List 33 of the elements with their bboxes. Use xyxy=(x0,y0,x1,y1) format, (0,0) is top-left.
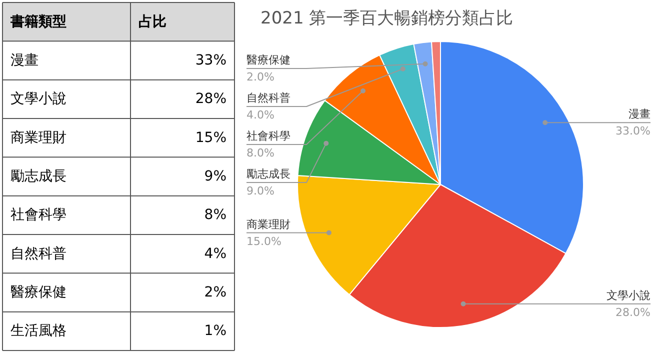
text: 文學小說 xyxy=(10,91,66,108)
text: 自然科普 xyxy=(10,244,66,262)
slice-label: 漫畫 xyxy=(628,108,650,121)
data-label: 33.0% xyxy=(616,124,651,138)
slice-label: 勵志成長 xyxy=(246,168,290,180)
text: 醫療保健 xyxy=(10,284,66,300)
text: 15% xyxy=(195,130,227,146)
text: 商業理財 xyxy=(10,130,66,146)
data-label: 4.0% xyxy=(246,108,274,122)
text: 勵志成長 xyxy=(10,168,66,184)
chart-title: 2021 第一季百大暢銷榜分類占比 xyxy=(260,8,514,28)
text: 漫畫 xyxy=(10,52,38,68)
text: 2% xyxy=(204,284,227,300)
data-label: 9.0% xyxy=(246,184,274,198)
slice-label: 商業理財 xyxy=(246,218,290,231)
slice-label: 文學小說 xyxy=(606,288,650,302)
text: 33% xyxy=(195,52,227,68)
text: 社會科學 xyxy=(10,207,66,224)
slice-label: 醫療保健 xyxy=(246,54,290,66)
text: 占比 xyxy=(138,14,166,30)
data-label: 28.0% xyxy=(616,306,651,319)
data-label: 8.0% xyxy=(246,146,274,160)
data-label: 2.0% xyxy=(246,70,274,84)
text: 1% xyxy=(204,323,227,340)
text: 28% xyxy=(195,91,227,108)
slice-label: 社會科學 xyxy=(246,130,290,142)
text: 生活風格 xyxy=(10,323,66,340)
text: 書籍類型 xyxy=(10,14,66,30)
data-label: 15.0% xyxy=(246,234,282,248)
slice-label: 自然科普 xyxy=(246,92,290,104)
text: 9% xyxy=(204,168,227,184)
text: 8% xyxy=(204,207,227,224)
text: 4% xyxy=(204,246,227,262)
